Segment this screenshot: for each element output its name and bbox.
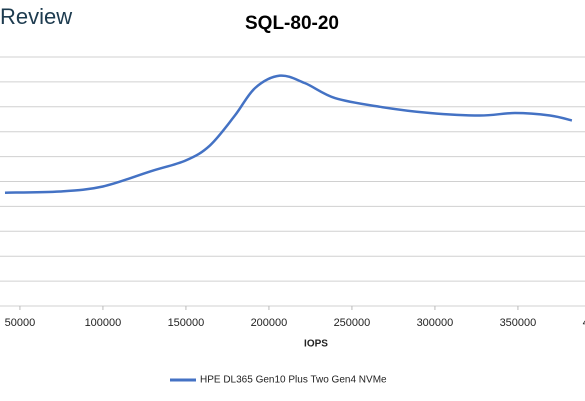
x-tick-label: 150000 xyxy=(168,317,205,329)
logo: Review xyxy=(0,4,72,29)
legend-label: HPE DL365 Gen10 Plus Two Gen4 NVMe xyxy=(200,375,387,386)
x-tick-label: 250000 xyxy=(334,317,371,329)
x-tick-label: 50000 xyxy=(5,317,36,329)
series-line xyxy=(4,74,573,194)
x-tick-label: 400000 xyxy=(583,317,585,329)
x-axis-label: IOPS xyxy=(304,339,328,350)
x-tick-label: 100000 xyxy=(85,317,122,329)
x-tick-label: 350000 xyxy=(500,317,537,329)
chart-title: SQL-80-20 xyxy=(245,13,339,34)
x-tick-label: 200000 xyxy=(251,317,288,329)
x-tick-label: 300000 xyxy=(417,317,454,329)
